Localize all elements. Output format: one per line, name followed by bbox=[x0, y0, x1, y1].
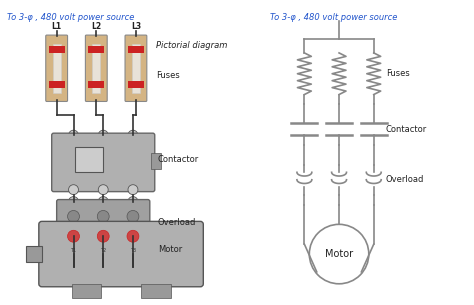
Bar bbox=[75, 147, 103, 172]
Text: L1: L1 bbox=[52, 22, 62, 31]
Circle shape bbox=[310, 224, 369, 284]
Circle shape bbox=[68, 230, 80, 242]
Bar bbox=[49, 81, 64, 88]
Circle shape bbox=[69, 185, 79, 195]
Circle shape bbox=[68, 210, 80, 222]
Text: To 3-φ , 480 volt power source: To 3-φ , 480 volt power source bbox=[7, 13, 135, 22]
Text: Fuses: Fuses bbox=[386, 69, 410, 78]
Circle shape bbox=[128, 244, 138, 254]
Circle shape bbox=[69, 197, 79, 206]
FancyBboxPatch shape bbox=[52, 133, 155, 192]
Text: Contactor: Contactor bbox=[386, 125, 427, 134]
Circle shape bbox=[68, 226, 80, 238]
Text: T3: T3 bbox=[130, 248, 136, 253]
Circle shape bbox=[127, 230, 139, 242]
Circle shape bbox=[97, 230, 109, 242]
Text: Contactor: Contactor bbox=[158, 155, 199, 164]
Circle shape bbox=[127, 210, 139, 222]
Text: Overload: Overload bbox=[386, 175, 424, 184]
Circle shape bbox=[69, 130, 79, 140]
Text: L3: L3 bbox=[131, 22, 141, 31]
Text: To 3-φ , 480 volt power source: To 3-φ , 480 volt power source bbox=[270, 13, 397, 22]
Circle shape bbox=[98, 130, 108, 140]
Circle shape bbox=[69, 244, 79, 254]
FancyBboxPatch shape bbox=[39, 221, 203, 287]
Bar bbox=[26, 246, 42, 262]
Bar bbox=[49, 46, 64, 53]
Bar bbox=[132, 44, 140, 92]
Text: Pictorial diagram: Pictorial diagram bbox=[156, 41, 227, 50]
Text: Overload: Overload bbox=[158, 218, 196, 228]
Circle shape bbox=[97, 210, 109, 222]
FancyBboxPatch shape bbox=[46, 35, 68, 102]
FancyBboxPatch shape bbox=[57, 199, 150, 251]
FancyBboxPatch shape bbox=[85, 35, 107, 102]
Text: Motor: Motor bbox=[325, 249, 353, 259]
Circle shape bbox=[128, 185, 138, 195]
Bar bbox=[72, 284, 101, 298]
Circle shape bbox=[97, 226, 109, 238]
Text: T2: T2 bbox=[100, 248, 106, 253]
FancyBboxPatch shape bbox=[125, 35, 147, 102]
Bar bbox=[141, 284, 171, 298]
Bar bbox=[92, 44, 100, 92]
Circle shape bbox=[98, 185, 108, 195]
Circle shape bbox=[128, 197, 138, 206]
Bar bbox=[53, 44, 61, 92]
Text: Motor: Motor bbox=[158, 245, 182, 254]
Circle shape bbox=[98, 244, 108, 254]
Bar bbox=[88, 46, 104, 53]
Text: L2: L2 bbox=[91, 22, 101, 31]
Bar bbox=[151, 153, 161, 169]
Circle shape bbox=[127, 226, 139, 238]
Circle shape bbox=[133, 230, 143, 240]
Bar bbox=[88, 81, 104, 88]
Circle shape bbox=[98, 197, 108, 206]
Circle shape bbox=[128, 130, 138, 140]
Bar bbox=[128, 81, 144, 88]
Text: T1: T1 bbox=[71, 248, 77, 253]
Text: Fuses: Fuses bbox=[156, 71, 180, 80]
Bar bbox=[128, 46, 144, 53]
